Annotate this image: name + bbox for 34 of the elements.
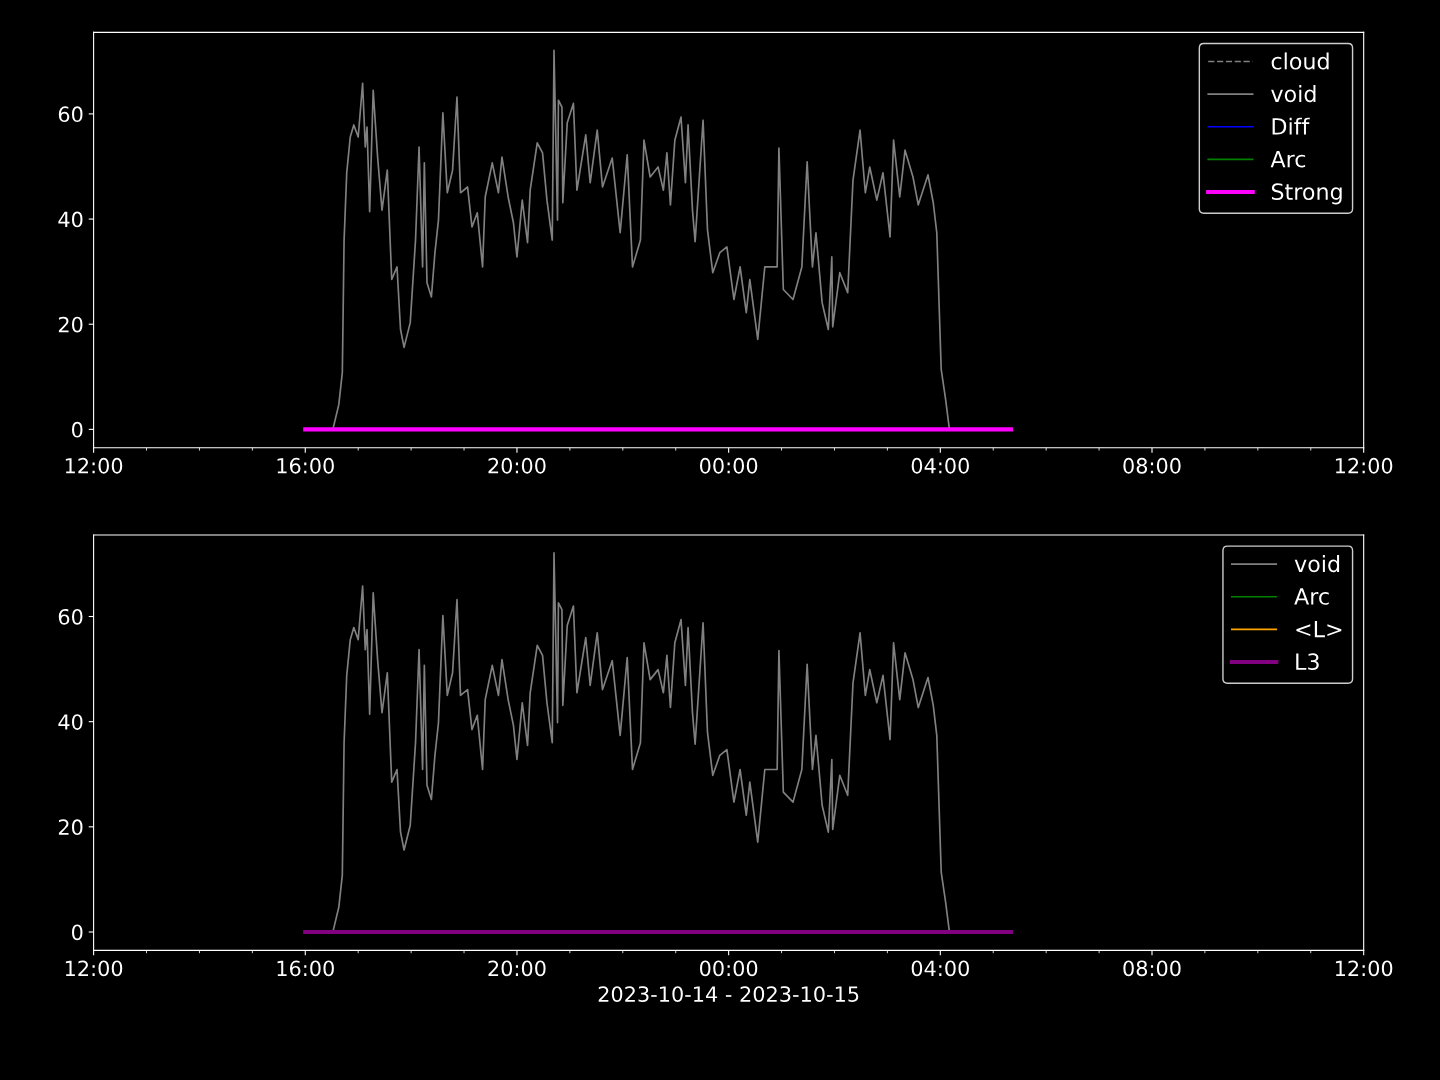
x-tick-label: 04:00	[911, 457, 969, 474]
line-series	[332, 49, 950, 429]
y-tick-label: 40	[58, 714, 83, 730]
y-tick-label: 0	[72, 421, 83, 438]
line-series	[332, 552, 950, 931]
legend-label: void	[1271, 85, 1316, 103]
legend-label: <L>	[1296, 620, 1342, 638]
x-tick-label: 20:00	[488, 960, 546, 977]
x-tick-label: 16:00	[277, 457, 334, 474]
y-tick-label: 20	[58, 316, 83, 333]
legend-label: void	[1294, 555, 1340, 573]
legend-label: Strong	[1271, 183, 1342, 205]
x-tick-label: 08:00	[1123, 960, 1181, 977]
x-tick-label: 12:00	[65, 960, 123, 977]
x-tick-label: 12:00	[1335, 960, 1393, 977]
legend-label: Arc	[1294, 588, 1329, 605]
x-axis-title: 2023-10-14 - 2023-10-15	[598, 986, 859, 1002]
y-tick-label: 20	[58, 819, 83, 836]
x-tick-label: 12:00	[1335, 457, 1393, 474]
legend-label: L3	[1296, 653, 1319, 671]
x-tick-label: 00:00	[699, 457, 758, 474]
legend-label: Diff	[1272, 117, 1310, 135]
x-tick-label: 04:00	[911, 960, 969, 977]
y-tick-label: 40	[58, 211, 83, 228]
x-tick-label: 16:00	[277, 960, 334, 977]
x-tick-label: 00:00	[699, 960, 758, 977]
legend-label: Arc	[1270, 150, 1306, 168]
y-tick-label: 60	[58, 608, 83, 625]
x-tick-label: 20:00	[488, 457, 546, 474]
y-tick-label: 0	[72, 924, 83, 941]
legend-label: cloud	[1271, 52, 1329, 70]
x-tick-label: 12:00	[65, 457, 123, 474]
y-tick-label: 60	[58, 106, 83, 123]
x-tick-label: 08:00	[1123, 457, 1181, 474]
